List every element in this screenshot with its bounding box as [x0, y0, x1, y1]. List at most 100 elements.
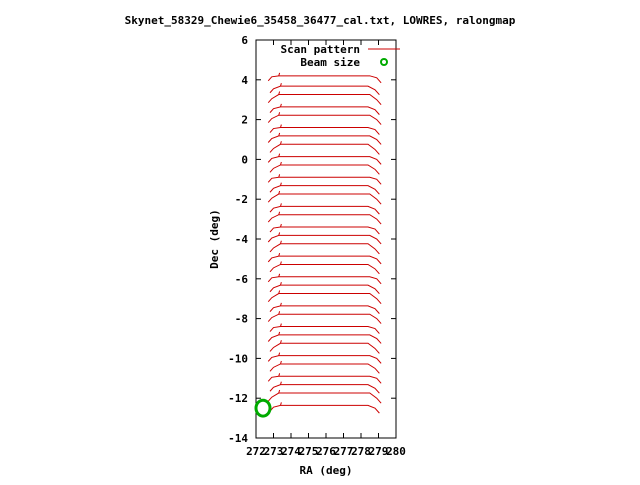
scan-row — [267, 334, 382, 344]
scan-row-step — [278, 252, 281, 257]
y-tick-label: -2 — [235, 193, 248, 206]
scan-row — [269, 143, 380, 155]
scan-row — [269, 305, 380, 314]
x-tick-label: 274 — [281, 445, 301, 458]
scan-row — [269, 243, 380, 255]
x-axis-label: RA (deg) — [300, 464, 353, 477]
scan-row — [267, 135, 382, 145]
scan-row-step — [278, 331, 281, 336]
x-tick-label: 273 — [264, 445, 284, 458]
scan-row — [269, 226, 380, 235]
scan-row — [269, 127, 380, 135]
y-tick-label: -14 — [228, 432, 248, 445]
y-tick-label: -8 — [235, 313, 248, 326]
y-tick-label: -4 — [235, 233, 249, 246]
x-tick-label: 277 — [334, 445, 354, 458]
scan-row-step — [278, 311, 281, 315]
scan-row — [267, 214, 382, 225]
scan-row — [269, 106, 380, 115]
scan-row-step — [280, 360, 282, 365]
scan-row — [267, 75, 382, 84]
scan-row-step — [278, 72, 281, 76]
legend-scan-label: Scan pattern — [281, 43, 360, 56]
scan-row — [269, 205, 380, 215]
x-tick-label: 280 — [386, 445, 406, 458]
chart-title: Skynet_58329_Chewie6_35458_36477_cal.txt… — [125, 14, 516, 27]
y-tick-label: 4 — [241, 74, 248, 87]
y-tick-label: 6 — [241, 34, 248, 47]
scan-row — [267, 293, 382, 305]
scan-row-step — [278, 153, 281, 157]
legend-beam-swatch — [380, 58, 388, 66]
scan-row — [269, 326, 380, 334]
y-tick-label: 0 — [241, 153, 248, 166]
scan-row-step — [280, 340, 282, 344]
scan-row — [267, 156, 382, 165]
scan-row — [267, 276, 382, 285]
scan-row-step — [278, 174, 281, 178]
scan-row-step — [278, 132, 281, 137]
scan-row-step — [280, 261, 282, 265]
scan-row-step — [280, 302, 282, 307]
scan-row-step — [280, 124, 282, 128]
scan-row — [269, 164, 380, 175]
scan-row-step — [280, 161, 282, 166]
scan-row — [269, 263, 380, 275]
scan-row-step — [280, 182, 282, 186]
y-axis-label: Dec (deg) — [208, 209, 221, 269]
y-tick-label: -12 — [228, 392, 248, 405]
scan-row-step — [280, 223, 282, 228]
scan-row — [267, 176, 382, 185]
scan-row-step — [280, 402, 282, 406]
scan-row-step — [280, 103, 282, 108]
scan-row-step — [280, 323, 282, 327]
beam-size-circle — [254, 398, 272, 418]
scan-row — [269, 404, 380, 414]
scan-row-step — [278, 112, 281, 116]
scan-row — [267, 355, 382, 364]
scan-row — [267, 234, 382, 245]
scan-row-step — [280, 203, 282, 207]
scan-row — [267, 392, 382, 404]
scan-row-step — [278, 91, 281, 95]
x-tick-label: 276 — [316, 445, 336, 458]
scan-row — [267, 114, 382, 125]
scan-row-step — [278, 352, 281, 356]
x-tick-label: 278 — [351, 445, 371, 458]
y-tick-label: -6 — [235, 273, 249, 286]
scan-row-step — [280, 381, 282, 385]
scan-row — [267, 255, 382, 265]
scan-row-step — [278, 373, 281, 377]
scan-row — [269, 85, 380, 96]
scan-row-step — [278, 273, 281, 277]
scan-row — [269, 284, 380, 295]
x-tick-label: 272 — [246, 445, 266, 458]
scan-row-step — [280, 141, 282, 145]
scan-row-step — [280, 240, 282, 244]
beam-size-series — [254, 398, 272, 418]
y-tick-label: -10 — [228, 352, 248, 365]
y-axis-ticks: -14 -12 -10 -8 -6 -4 -2 0 2 4 6 — [228, 34, 396, 445]
scan-row-step — [280, 83, 282, 87]
scan-row — [269, 342, 380, 354]
scan-row-step — [278, 389, 281, 394]
x-tick-label: 279 — [369, 445, 389, 458]
scan-row — [267, 375, 382, 384]
scan-row — [267, 313, 382, 324]
scan-row-step — [278, 190, 281, 195]
scan-row — [267, 193, 382, 205]
scan-row — [267, 94, 382, 106]
scan-row-step — [280, 282, 282, 286]
scan-row-step — [278, 211, 281, 215]
scan-row-step — [278, 290, 281, 294]
legend: Scan pattern Beam size — [281, 43, 400, 69]
scan-row-step — [278, 232, 281, 236]
scan-pattern-series — [267, 72, 382, 414]
x-tick-label: 275 — [299, 445, 319, 458]
scan-row — [269, 185, 380, 195]
y-tick-label: 2 — [241, 114, 248, 127]
scan-row — [269, 363, 380, 374]
